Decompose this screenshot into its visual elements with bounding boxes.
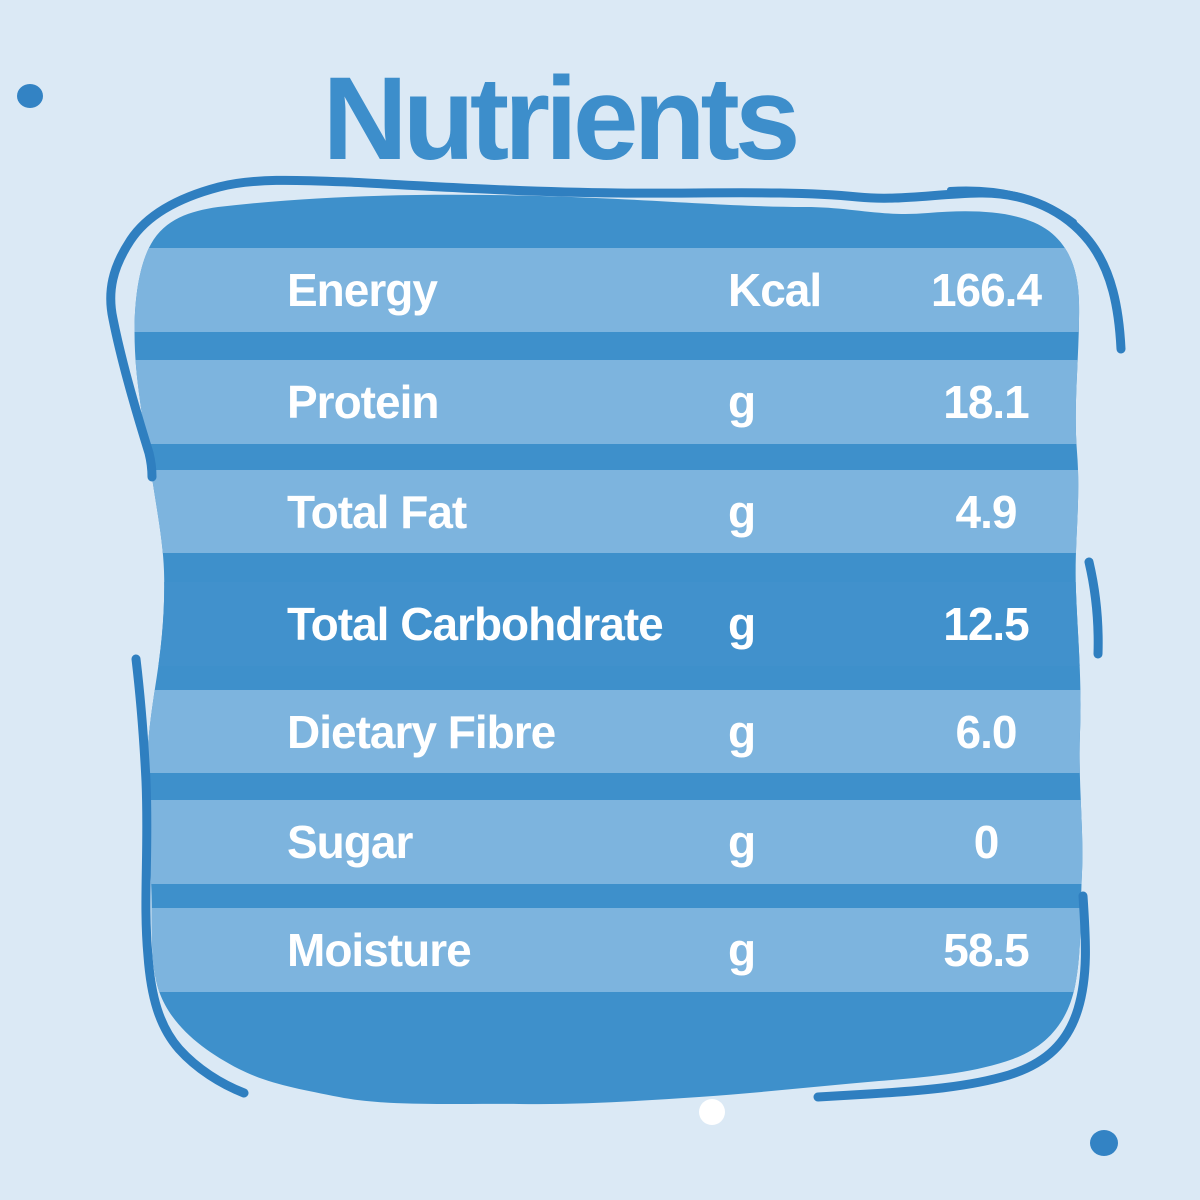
nutrient-label: Energy [287, 264, 438, 316]
row-stripe-total-carbohdrate [134, 582, 1083, 666]
nutrient-value: 0 [973, 816, 1000, 868]
nutrient-label: Total Fat [287, 486, 467, 538]
nutrient-label: Sugar [287, 816, 413, 868]
blue-dot-bottom-right [1090, 1130, 1118, 1156]
nutrient-label: Protein [287, 376, 439, 428]
nutrient-value: 18.1 [943, 376, 1030, 428]
nutrient-value: 6.0 [955, 706, 1018, 758]
white-dot-bottom-center [699, 1099, 725, 1125]
nutrient-value: 12.5 [943, 598, 1030, 650]
border-stroke-top-right-double [947, 186, 1077, 225]
page-title: Nutrients [322, 53, 801, 185]
nutrient-unit: g [728, 486, 756, 538]
nutrient-unit: Kcal [728, 264, 822, 316]
border-stroke-bottom-left [131, 654, 249, 1098]
hand-drawn-border [106, 175, 1126, 1102]
table-row: Energy Kcal 166.4 [0, 248, 1200, 332]
table-row: Protein g 18.1 [0, 360, 1200, 444]
row-stripe-energy [134, 248, 1083, 332]
blue-dot-top-left [17, 84, 43, 108]
table-row: Sugar g 0 [0, 800, 1200, 884]
table-row: Moisture g 58.5 [0, 908, 1200, 992]
border-stroke-right-upper [1084, 557, 1103, 659]
nutrient-value: 58.5 [943, 924, 1030, 976]
nutrient-value: 4.9 [955, 486, 1018, 538]
nutrient-unit: g [728, 598, 756, 650]
row-stripe-protein [134, 360, 1083, 444]
nutrient-value: 166.4 [930, 264, 1042, 316]
table-row: Total Fat g 4.9 [0, 470, 1200, 554]
border-stroke-bottom-right [813, 891, 1090, 1102]
row-stripe-dietary-fibre [134, 690, 1083, 773]
row-stripe-total-fat [134, 470, 1083, 553]
table-row: Total Carbohdrate g 12.5 [0, 582, 1200, 666]
nutrient-unit: g [728, 924, 756, 976]
nutrient-unit: g [728, 376, 756, 428]
nutrient-label: Dietary Fibre [287, 706, 556, 758]
nutrient-unit: g [728, 706, 756, 758]
nutrient-unit: g [728, 816, 756, 868]
table-row: Dietary Fibre g 6.0 [0, 690, 1200, 774]
nutrient-label: Moisture [287, 924, 472, 976]
row-stripe-moisture [134, 908, 1083, 992]
row-stripe-sugar [134, 800, 1083, 884]
nutrient-label: Total Carbohdrate [287, 598, 664, 650]
